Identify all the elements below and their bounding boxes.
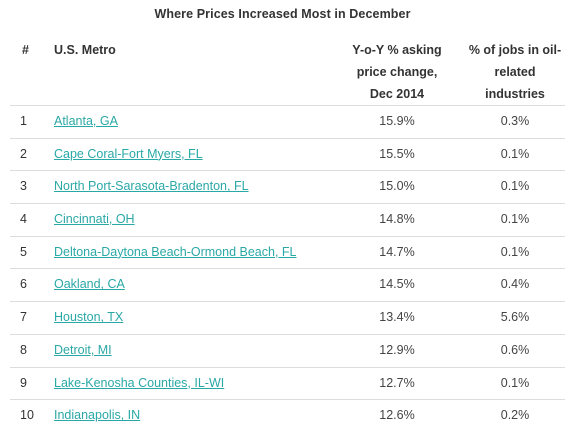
- yoy-cell: 14.8%: [379, 212, 415, 227]
- yoy-cell: 12.9%: [379, 342, 415, 357]
- oil-jobs-cell: 5.6%: [500, 310, 530, 325]
- yoy-cell: 14.7%: [379, 244, 415, 259]
- yoy-cell: 14.5%: [379, 277, 415, 292]
- oil-jobs-cell: 0.1%: [500, 179, 530, 194]
- metro-link[interactable]: Cape Coral-Fort Myers, FL: [54, 146, 203, 161]
- header-rank: #: [22, 43, 29, 57]
- yoy-cell: 12.7%: [379, 375, 415, 390]
- table-row: 8 Detroit, MI 12.9% 0.6%: [10, 335, 565, 368]
- rank-cell: 2: [20, 146, 27, 161]
- oil-jobs-cell: 0.4%: [500, 277, 530, 292]
- metro-link[interactable]: North Port-Sarasota-Bradenton, FL: [54, 179, 249, 194]
- table-row: 3 North Port-Sarasota-Bradenton, FL 15.0…: [10, 171, 565, 205]
- oil-jobs-cell: 0.3%: [500, 114, 530, 128]
- rank-cell: 10: [20, 408, 34, 423]
- yoy-cell: 12.6%: [379, 408, 415, 423]
- table-row: 6 Oakland, CA 14.5% 0.4%: [10, 269, 565, 303]
- rank-cell: 9: [20, 375, 27, 390]
- table-row: 2 Cape Coral-Fort Myers, FL 15.5% 0.1%: [10, 139, 565, 172]
- rank-cell: 8: [20, 342, 27, 357]
- metro-link[interactable]: Atlanta, GA: [54, 114, 118, 128]
- oil-jobs-cell: 0.1%: [500, 375, 530, 390]
- rank-cell: 4: [20, 212, 27, 227]
- oil-jobs-cell: 0.1%: [500, 244, 530, 259]
- metro-link[interactable]: Oakland, CA: [54, 277, 125, 292]
- header-oil-line: % of jobs in oil-: [468, 43, 562, 57]
- table-row: 7 Houston, TX 13.4% 5.6%: [10, 302, 565, 335]
- oil-jobs-cell: 0.1%: [500, 212, 530, 227]
- table-row: 5 Deltona-Daytona Beach-Ormond Beach, FL…: [10, 237, 565, 270]
- table-title: Where Prices Increased Most in December: [154, 7, 411, 21]
- yoy-cell: 15.0%: [379, 179, 415, 194]
- metro-link[interactable]: Cincinnati, OH: [54, 212, 135, 227]
- metro-link[interactable]: Detroit, MI: [54, 342, 112, 357]
- table-body: 1 Atlanta, GA 15.9% 0.3% 2 Cape Coral-Fo…: [10, 106, 565, 432]
- header-yoy-change: Y-o-Y % asking price change, Dec 2014: [342, 39, 452, 105]
- metro-link[interactable]: Deltona-Daytona Beach-Ormond Beach, FL: [54, 244, 297, 259]
- metro-link[interactable]: Lake-Kenosha Counties, IL-WI: [54, 375, 225, 390]
- yoy-cell: 15.9%: [379, 114, 415, 128]
- metro-link[interactable]: Houston, TX: [54, 310, 124, 325]
- oil-jobs-cell: 0.1%: [500, 146, 530, 161]
- header-yoy-line: price change,: [356, 65, 438, 79]
- rank-cell: 3: [20, 179, 27, 194]
- header-yoy-line: Dec 2014: [369, 87, 425, 101]
- rank-cell: 7: [20, 310, 27, 325]
- rank-cell: 1: [20, 114, 27, 128]
- table-row: 4 Cincinnati, OH 14.8% 0.1%: [10, 204, 565, 237]
- header-metro: U.S. Metro: [54, 43, 116, 57]
- table-row: 1 Atlanta, GA 15.9% 0.3%: [10, 106, 565, 139]
- oil-jobs-cell: 0.2%: [500, 408, 530, 423]
- rank-cell: 6: [20, 277, 27, 292]
- table-header: # U.S. Metro Y-o-Y % asking price change…: [10, 30, 565, 106]
- metro-link[interactable]: Indianapolis, IN: [54, 408, 141, 423]
- yoy-cell: 13.4%: [379, 310, 415, 325]
- yoy-cell: 15.5%: [379, 146, 415, 161]
- header-oil-line: industries: [485, 87, 545, 101]
- rank-cell: 5: [20, 244, 27, 259]
- oil-jobs-cell: 0.6%: [500, 342, 530, 357]
- table-row: 10 Indianapolis, IN 12.6% 0.2%: [10, 400, 565, 432]
- header-oil-jobs: % of jobs in oil- related industries: [465, 39, 565, 105]
- header-oil-line: related: [494, 65, 536, 79]
- header-yoy-line: Y-o-Y % asking: [352, 43, 442, 57]
- table-row: 9 Lake-Kenosha Counties, IL-WI 12.7% 0.1…: [10, 368, 565, 401]
